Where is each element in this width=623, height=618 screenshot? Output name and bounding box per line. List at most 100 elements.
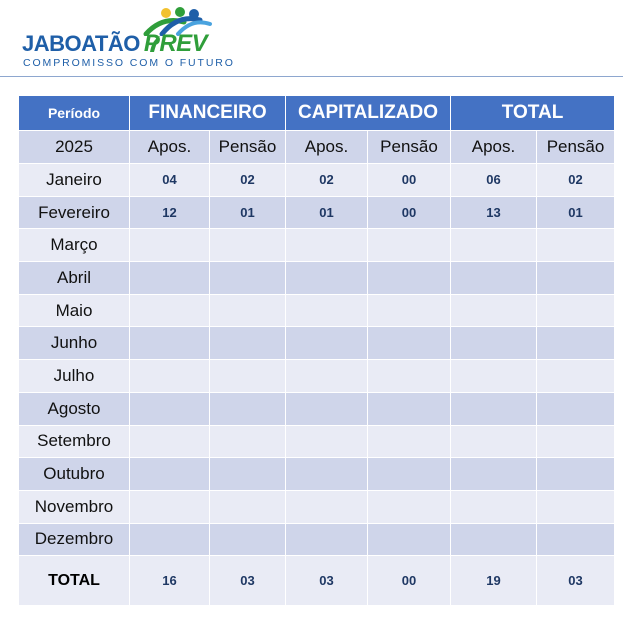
value-cell <box>208 326 287 361</box>
value-cell <box>450 424 538 459</box>
logo-brand-text: JABOATÃO <box>22 31 140 56</box>
total-value-cell: 16 <box>129 555 210 607</box>
month-cell: Fevereiro <box>18 195 130 230</box>
value-cell <box>208 457 287 491</box>
table-row: Janeiro 04 02 02 00 06 02 <box>18 163 616 197</box>
value-cell <box>129 424 210 459</box>
header-divider <box>0 76 623 77</box>
value-cell <box>450 522 538 557</box>
value-cell <box>536 522 616 557</box>
value-cell <box>208 359 287 393</box>
subheader-cell: Apos. <box>129 130 210 164</box>
value-cell <box>450 359 538 393</box>
value-cell <box>450 228 538 263</box>
value-cell <box>285 228 369 263</box>
table-row: Julho <box>18 359 616 393</box>
value-cell <box>536 359 616 393</box>
value-cell <box>536 457 616 491</box>
month-cell: Agosto <box>18 391 130 426</box>
value-cell <box>285 261 369 295</box>
month-cell: Novembro <box>18 489 130 524</box>
value-cell <box>367 457 452 491</box>
month-cell: Outubro <box>18 457 130 491</box>
month-cell: Setembro <box>18 424 130 459</box>
subheader-cell: Pensão <box>367 130 452 164</box>
table-subheader-row: 2025 Apos. Pensão Apos. Pensão Apos. Pen… <box>18 130 616 164</box>
value-cell <box>285 424 369 459</box>
group-header-total: TOTAL <box>450 95 616 131</box>
month-cell: Maio <box>18 293 130 328</box>
value-cell <box>129 326 210 361</box>
table-row: Junho <box>18 326 616 361</box>
year-cell: 2025 <box>18 130 130 164</box>
value-cell <box>367 293 452 328</box>
value-cell <box>129 489 210 524</box>
table-row: Outubro <box>18 457 616 491</box>
value-cell <box>285 293 369 328</box>
value-cell <box>208 228 287 263</box>
month-cell: Dezembro <box>18 522 130 557</box>
value-cell <box>536 326 616 361</box>
table-row: Dezembro <box>18 522 616 557</box>
value-cell <box>129 391 210 426</box>
value-cell <box>208 424 287 459</box>
value-cell: 02 <box>285 163 369 197</box>
value-cell <box>129 359 210 393</box>
table-row: Março <box>18 228 616 263</box>
value-cell <box>536 228 616 263</box>
group-header-capitalizado: CAPITALIZADO <box>285 95 452 131</box>
value-cell <box>450 457 538 491</box>
subheader-cell: Apos. <box>450 130 538 164</box>
value-cell <box>536 261 616 295</box>
month-cell: Junho <box>18 326 130 361</box>
value-cell <box>367 391 452 426</box>
logo-wordmark: JABOATÃO PREV <box>22 30 208 58</box>
total-value-cell: 03 <box>208 555 287 607</box>
value-cell: 13 <box>450 195 538 230</box>
table-row: Novembro <box>18 489 616 524</box>
value-cell <box>536 293 616 328</box>
value-cell: 04 <box>129 163 210 197</box>
value-cell <box>450 293 538 328</box>
month-cell: Janeiro <box>18 163 130 197</box>
value-cell <box>367 326 452 361</box>
month-cell: Julho <box>18 359 130 393</box>
value-cell <box>450 326 538 361</box>
value-cell <box>129 293 210 328</box>
value-cell <box>285 522 369 557</box>
value-cell: 00 <box>367 195 452 230</box>
value-cell <box>208 261 287 295</box>
table-row: Abril <box>18 261 616 295</box>
total-value-cell: 00 <box>367 555 452 607</box>
value-cell: 01 <box>536 195 616 230</box>
value-cell <box>285 391 369 426</box>
month-cell: Abril <box>18 261 130 295</box>
total-value-cell: 03 <box>285 555 369 607</box>
table-row: Setembro <box>18 424 616 459</box>
total-label: TOTAL <box>18 555 130 607</box>
value-cell: 01 <box>285 195 369 230</box>
value-cell <box>450 489 538 524</box>
value-cell <box>367 424 452 459</box>
subheader-cell: Apos. <box>285 130 369 164</box>
value-cell <box>208 391 287 426</box>
value-cell <box>208 293 287 328</box>
benefits-table: Período FINANCEIRO CAPITALIZADO TOTAL 20… <box>18 95 616 607</box>
value-cell <box>450 261 538 295</box>
total-value-cell: 19 <box>450 555 538 607</box>
value-cell: 02 <box>208 163 287 197</box>
value-cell: 01 <box>208 195 287 230</box>
value-cell: 06 <box>450 163 538 197</box>
period-header: Período <box>18 95 130 131</box>
value-cell <box>285 457 369 491</box>
total-value-cell: 03 <box>536 555 616 607</box>
value-cell <box>536 489 616 524</box>
subheader-cell: Pensão <box>208 130 287 164</box>
value-cell <box>129 261 210 295</box>
value-cell <box>536 391 616 426</box>
logo-tagline: COMPROMISSO COM O FUTURO <box>23 57 235 69</box>
table-row: Maio <box>18 293 616 328</box>
value-cell <box>536 424 616 459</box>
subheader-cell: Pensão <box>536 130 616 164</box>
value-cell: 02 <box>536 163 616 197</box>
